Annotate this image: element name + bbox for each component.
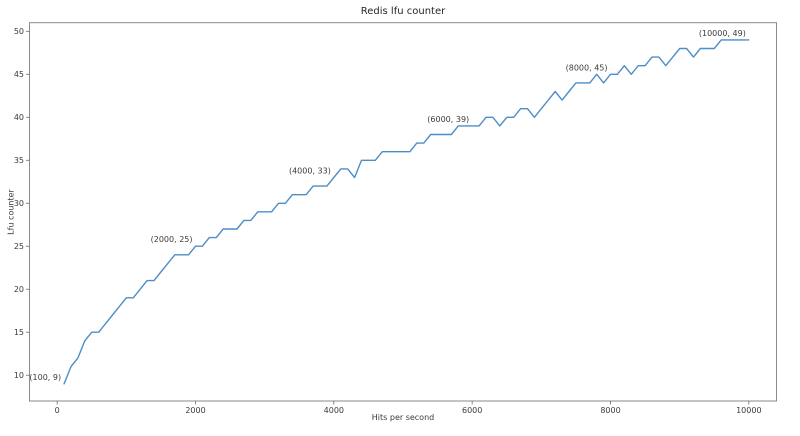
chart-title: Redis lfu counter [360,6,446,17]
point-annotation: (2000, 25) [151,235,193,244]
point-annotation: (4000, 33) [289,166,331,175]
data-line [63,39,750,385]
y-tick-label: 20 [14,285,24,294]
y-tick-label: 30 [14,199,24,208]
y-tick-label: 50 [14,27,24,36]
point-annotation: (8000, 45) [566,63,608,72]
x-tick-label: 8000 [600,406,620,415]
y-tick-label: 25 [14,242,24,251]
plot-border [29,22,777,402]
point-annotation: (10000, 49) [699,29,746,38]
point-annotation: (6000, 39) [427,115,469,124]
x-tick-label: 6000 [462,406,482,415]
x-tick-label: 2000 [185,406,205,415]
y-tick-label: 15 [14,328,24,337]
y-axis-label: Lfu counter [6,189,16,235]
y-tick-label: 35 [14,156,24,165]
y-tick-label: 45 [14,70,24,79]
x-axis-label: Hits per second [371,413,435,422]
x-tick-label: 4000 [324,406,344,415]
y-tick-label: 40 [14,113,24,122]
y-tick-label: 10 [14,371,24,380]
x-tick-label: 0 [55,406,60,415]
x-tick-label: 10000 [736,406,761,415]
point-annotation: (100, 9) [29,373,61,382]
